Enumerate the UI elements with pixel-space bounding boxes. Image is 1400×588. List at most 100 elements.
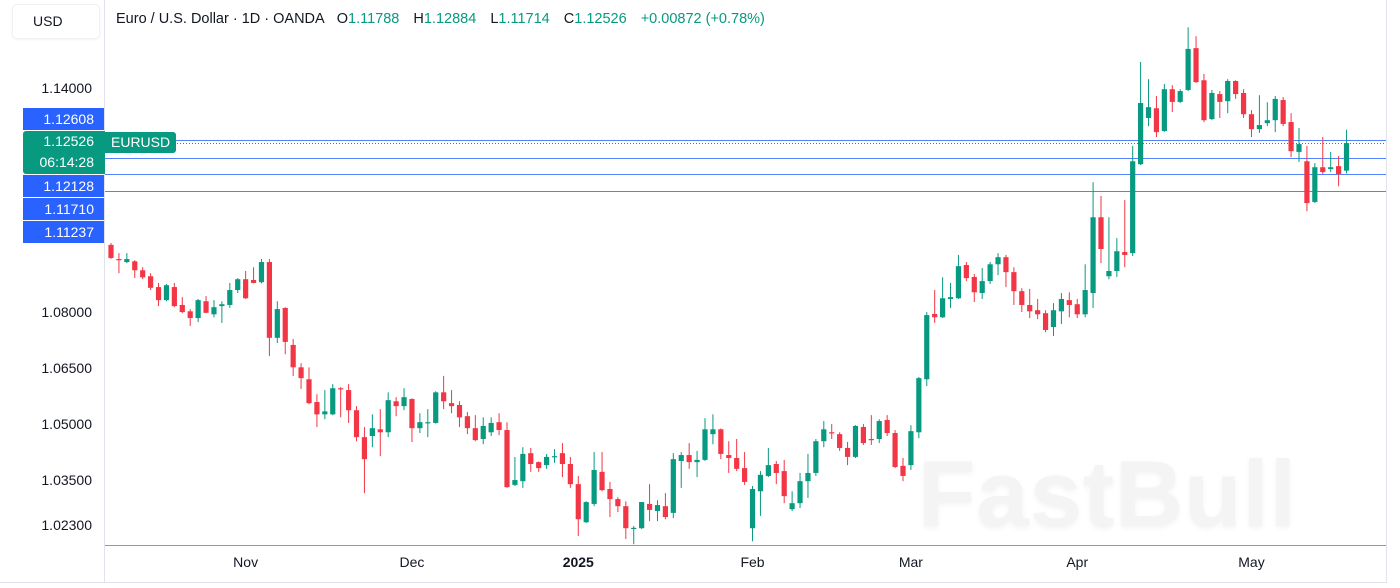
candle[interactable] xyxy=(140,267,146,280)
candle[interactable] xyxy=(464,412,470,435)
candle[interactable] xyxy=(1082,264,1088,318)
candle[interactable] xyxy=(916,377,922,439)
candle[interactable] xyxy=(1035,299,1041,320)
candle[interactable] xyxy=(559,443,566,478)
candle[interactable] xyxy=(456,401,463,428)
candle[interactable] xyxy=(726,441,732,473)
candle[interactable] xyxy=(1233,80,1239,99)
candle[interactable] xyxy=(702,418,708,462)
candle[interactable] xyxy=(734,438,740,472)
candle[interactable] xyxy=(1130,145,1136,257)
candle[interactable] xyxy=(979,268,985,300)
candle[interactable] xyxy=(829,424,835,439)
candle[interactable] xyxy=(1272,95,1278,133)
candle[interactable] xyxy=(1304,145,1310,212)
candle[interactable] xyxy=(163,284,170,302)
candle[interactable] xyxy=(108,243,114,260)
candle[interactable] xyxy=(773,461,779,485)
candle[interactable] xyxy=(876,419,882,444)
candle[interactable] xyxy=(274,301,280,344)
candle[interactable] xyxy=(472,415,478,442)
candle[interactable] xyxy=(448,390,455,414)
candle[interactable] xyxy=(1248,110,1255,137)
candle[interactable] xyxy=(813,438,819,476)
candle[interactable] xyxy=(361,427,368,494)
candle[interactable] xyxy=(1169,85,1175,112)
candle[interactable] xyxy=(488,417,494,436)
candle[interactable] xyxy=(607,481,613,518)
candle[interactable] xyxy=(433,391,439,424)
candle[interactable] xyxy=(536,461,542,472)
candle[interactable] xyxy=(528,447,534,472)
candle[interactable] xyxy=(148,273,154,291)
candle[interactable] xyxy=(908,425,914,470)
candle[interactable] xyxy=(116,253,122,274)
candle[interactable] xyxy=(496,413,502,436)
candle[interactable] xyxy=(338,387,344,418)
candle[interactable] xyxy=(1106,217,1112,280)
candle[interactable] xyxy=(187,309,193,326)
candle[interactable] xyxy=(963,262,969,282)
candle[interactable] xyxy=(179,297,185,314)
candle[interactable] xyxy=(544,453,550,469)
candle[interactable] xyxy=(298,363,304,389)
candle[interactable] xyxy=(1256,95,1262,133)
candle[interactable] xyxy=(924,312,930,386)
candle[interactable] xyxy=(591,452,597,507)
candle[interactable] xyxy=(1240,89,1247,118)
candle[interactable] xyxy=(718,428,724,460)
candle[interactable] xyxy=(1042,310,1049,333)
candle[interactable] xyxy=(369,414,375,448)
candle[interactable] xyxy=(1209,89,1215,121)
candle[interactable] xyxy=(1185,27,1191,92)
price-axis[interactable] xyxy=(0,0,105,582)
candle[interactable] xyxy=(266,259,272,357)
candle[interactable] xyxy=(932,290,938,323)
candle[interactable] xyxy=(583,501,589,523)
candle[interactable] xyxy=(1288,113,1294,158)
candle[interactable] xyxy=(1098,195,1104,264)
candle[interactable] xyxy=(623,501,629,540)
candle[interactable] xyxy=(314,394,320,428)
candle[interactable] xyxy=(425,409,431,438)
candle[interactable] xyxy=(1264,102,1270,127)
candle[interactable] xyxy=(757,471,764,516)
candle[interactable] xyxy=(892,430,898,469)
candle[interactable] xyxy=(789,491,795,512)
candle[interactable] xyxy=(1058,293,1064,325)
candle[interactable] xyxy=(124,253,130,264)
candle[interactable] xyxy=(1066,292,1072,318)
candle[interactable] xyxy=(346,384,352,423)
candle[interactable] xyxy=(987,262,993,285)
candle[interactable] xyxy=(203,296,209,314)
candle[interactable] xyxy=(211,300,217,318)
candle[interactable] xyxy=(441,375,447,410)
candle[interactable] xyxy=(322,390,328,420)
candle[interactable] xyxy=(504,422,510,488)
candle[interactable] xyxy=(1122,200,1128,268)
candle[interactable] xyxy=(781,459,787,504)
candle[interactable] xyxy=(971,273,977,302)
candle[interactable] xyxy=(797,472,803,509)
currency-button[interactable]: USD xyxy=(12,4,100,39)
candle[interactable] xyxy=(646,484,653,522)
candle[interactable] xyxy=(377,409,383,457)
candle[interactable] xyxy=(852,425,859,459)
candle[interactable] xyxy=(1011,267,1017,305)
candle[interactable] xyxy=(900,458,906,482)
candle[interactable] xyxy=(1027,288,1033,319)
candle[interactable] xyxy=(409,398,415,442)
candle[interactable] xyxy=(1320,136,1326,174)
candle[interactable] xyxy=(1138,61,1144,165)
candle[interactable] xyxy=(805,453,811,498)
candle[interactable] xyxy=(1201,73,1207,123)
candle[interactable] xyxy=(1217,91,1223,118)
candle[interactable] xyxy=(1050,303,1057,336)
candle[interactable] xyxy=(1177,89,1183,104)
candle[interactable] xyxy=(195,299,201,323)
candle[interactable] xyxy=(520,447,526,488)
candle[interactable] xyxy=(1312,163,1318,204)
candle[interactable] xyxy=(1114,238,1120,277)
candle[interactable] xyxy=(1343,129,1350,174)
candle[interactable] xyxy=(567,456,573,488)
